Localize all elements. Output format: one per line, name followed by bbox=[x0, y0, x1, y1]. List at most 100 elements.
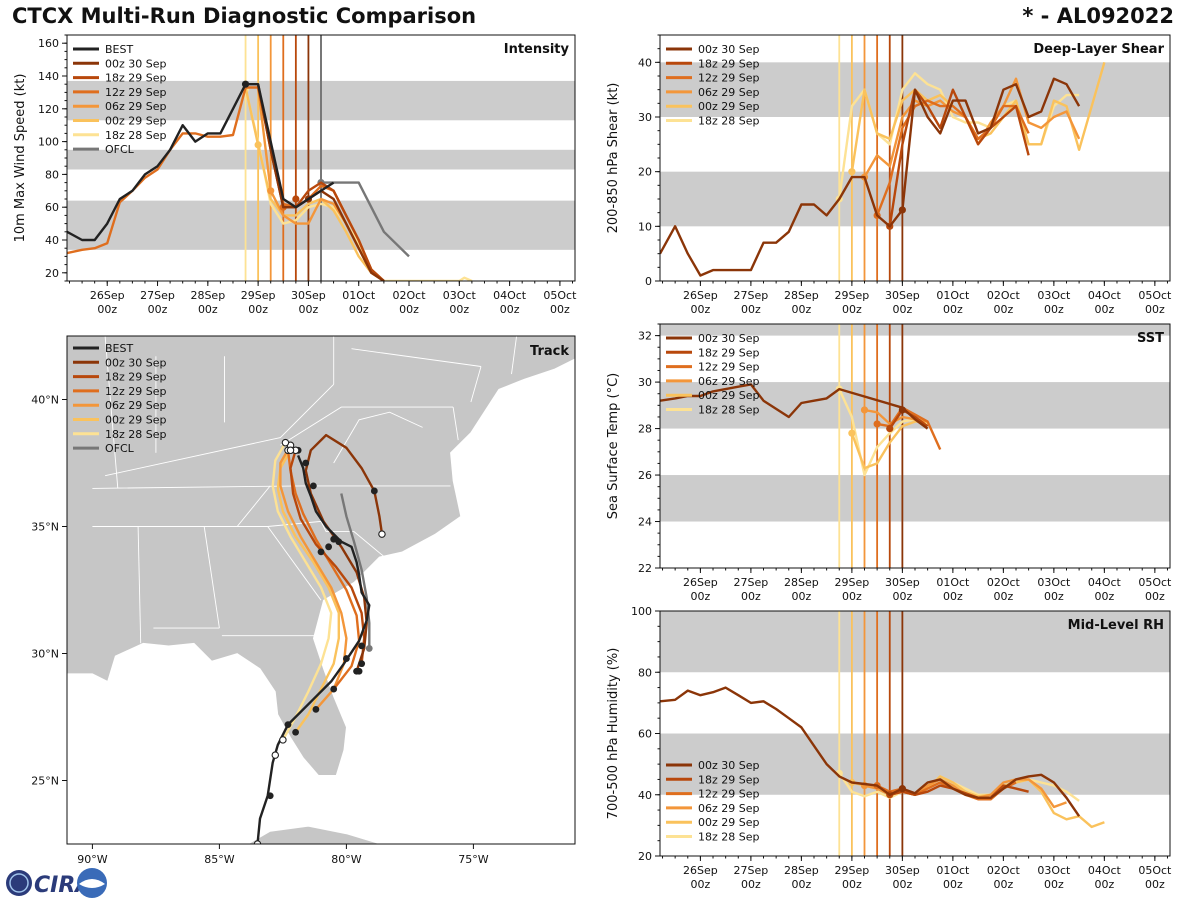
x-tick-sublabel: 00z bbox=[1094, 303, 1114, 316]
y-tick-label: 30 bbox=[638, 376, 652, 389]
lon-tick-label: 80°W bbox=[331, 853, 361, 866]
x-tick-label: 03Oct bbox=[443, 289, 477, 302]
legend-label: 00z 29 Sep bbox=[698, 389, 760, 402]
legend-label: 00z 29 Sep bbox=[105, 115, 167, 128]
series-line-best bbox=[67, 83, 335, 242]
cuba-land bbox=[247, 825, 382, 844]
x-tick-sublabel: 00z bbox=[741, 303, 761, 316]
legend-label: 00z 30 Sep bbox=[105, 356, 167, 369]
legend-label: 18z 29 Sep bbox=[105, 371, 167, 384]
x-tick-sublabel: 00z bbox=[993, 878, 1013, 891]
x-tick-label: 05Oct bbox=[1138, 864, 1172, 877]
y-axis-label: 10m Max Wind Speed (kt) bbox=[13, 74, 28, 243]
series-point-00z-30-sep bbox=[898, 785, 906, 793]
track-point-open bbox=[271, 751, 280, 759]
legend-label: 06z 29 Sep bbox=[698, 375, 760, 388]
x-tick-sublabel: 00z bbox=[97, 303, 117, 316]
y-tick-label: 60 bbox=[45, 201, 59, 214]
y-tick-label: 120 bbox=[38, 103, 59, 116]
legend-label: 18z 28 Sep bbox=[698, 115, 760, 128]
shaded-band bbox=[660, 733, 1170, 795]
x-tick-sublabel: 00z bbox=[691, 590, 711, 603]
track-point-filled bbox=[325, 543, 333, 551]
legend-label: 06z 29 Sep bbox=[698, 86, 760, 99]
y-tick-label: 20 bbox=[638, 850, 652, 863]
x-tick-label: 30Sep bbox=[291, 289, 326, 302]
y-tick-label: 22 bbox=[638, 562, 652, 575]
x-tick-sublabel: 00z bbox=[399, 303, 419, 316]
y-tick-label: 80 bbox=[638, 666, 652, 679]
series-line-12z-29-sep bbox=[875, 99, 1030, 216]
x-tick-label: 30Sep bbox=[885, 864, 920, 877]
x-tick-label: 04Oct bbox=[493, 289, 527, 302]
x-tick-label: 27Sep bbox=[140, 289, 175, 302]
state-border bbox=[280, 406, 454, 446]
x-tick-label: 29Sep bbox=[835, 289, 870, 302]
x-tick-label: 26Sep bbox=[683, 576, 718, 589]
series-point-00z-29-sep bbox=[254, 141, 262, 149]
x-tick-label: 26Sep bbox=[683, 864, 718, 877]
x-tick-sublabel: 00z bbox=[691, 303, 711, 316]
lon-tick-label: 90°W bbox=[77, 853, 107, 866]
x-tick-sublabel: 00z bbox=[1145, 303, 1165, 316]
x-tick-label: 02Oct bbox=[987, 864, 1021, 877]
x-tick-sublabel: 00z bbox=[791, 303, 811, 316]
legend-label: 12z 29 Sep bbox=[698, 788, 760, 801]
x-tick-label: 26Sep bbox=[683, 289, 718, 302]
y-tick-label: 20 bbox=[45, 267, 59, 280]
track-point-filled bbox=[358, 642, 366, 650]
y-axis-label: Sea Surface Temp (°C) bbox=[606, 373, 621, 520]
x-tick-label: 28Sep bbox=[784, 576, 819, 589]
series-line-00z-29-sep bbox=[850, 420, 928, 470]
x-tick-sublabel: 00z bbox=[842, 878, 862, 891]
y-tick-label: 20 bbox=[638, 166, 652, 179]
lat-tick-label: 40°N bbox=[31, 394, 59, 407]
legend-label: 00z 30 Sep bbox=[698, 43, 760, 56]
rh-panel: 2040608010026Sep00z27Sep00z28Sep00z29Sep… bbox=[606, 605, 1172, 891]
legend-label: 18z 29 Sep bbox=[698, 773, 760, 786]
x-tick-label: 29Sep bbox=[835, 576, 870, 589]
x-tick-label: 04Oct bbox=[1088, 576, 1122, 589]
legend-label: 18z 29 Sep bbox=[698, 346, 760, 359]
track-line-00z-29-sep bbox=[276, 449, 340, 733]
y-tick-label: 10 bbox=[638, 220, 652, 233]
x-tick-label: 05Oct bbox=[543, 289, 577, 302]
legend-label: 06z 29 Sep bbox=[105, 399, 167, 412]
y-tick-label: 100 bbox=[38, 136, 59, 149]
track-point-filled bbox=[358, 660, 366, 668]
track-point-filled bbox=[353, 667, 360, 675]
legend-label: 00z 30 Sep bbox=[105, 57, 167, 70]
legend-label: 18z 28 Sep bbox=[698, 831, 760, 844]
state-border bbox=[137, 526, 142, 644]
track-point-filled bbox=[266, 792, 274, 800]
x-tick-sublabel: 00z bbox=[943, 590, 963, 603]
y-tick-label: 80 bbox=[45, 168, 59, 181]
x-tick-label: 26Sep bbox=[90, 289, 125, 302]
x-tick-sublabel: 00z bbox=[550, 303, 570, 316]
x-tick-label: 28Sep bbox=[190, 289, 225, 302]
y-tick-label: 26 bbox=[638, 469, 652, 482]
series-point-00z-29-sep bbox=[848, 429, 856, 437]
x-tick-label: 02Oct bbox=[987, 289, 1021, 302]
y-tick-label: 160 bbox=[38, 37, 59, 50]
legend-label: 18z 28 Sep bbox=[698, 404, 760, 417]
sst-panel: 22242628303226Sep00z27Sep00z28Sep00z29Se… bbox=[606, 323, 1172, 603]
x-tick-sublabel: 00z bbox=[198, 303, 218, 316]
x-tick-label: 27Sep bbox=[734, 576, 769, 589]
legend-label: 00z 29 Sep bbox=[105, 414, 167, 427]
y-tick-label: 0 bbox=[645, 275, 652, 288]
x-tick-sublabel: 00z bbox=[892, 590, 912, 603]
lon-tick-label: 75°W bbox=[458, 853, 488, 866]
track-point-filled bbox=[330, 535, 338, 543]
y-tick-label: 60 bbox=[638, 728, 652, 741]
x-tick-sublabel: 00z bbox=[148, 303, 168, 316]
series-line-18z-28-sep bbox=[244, 88, 473, 281]
panel-title: Intensity bbox=[504, 42, 570, 57]
x-tick-label: 03Oct bbox=[1037, 864, 1071, 877]
y-tick-label: 28 bbox=[638, 423, 652, 436]
x-tick-sublabel: 00z bbox=[349, 303, 369, 316]
track-line-18z-28-sep bbox=[271, 442, 333, 741]
map-frame bbox=[66, 335, 576, 845]
